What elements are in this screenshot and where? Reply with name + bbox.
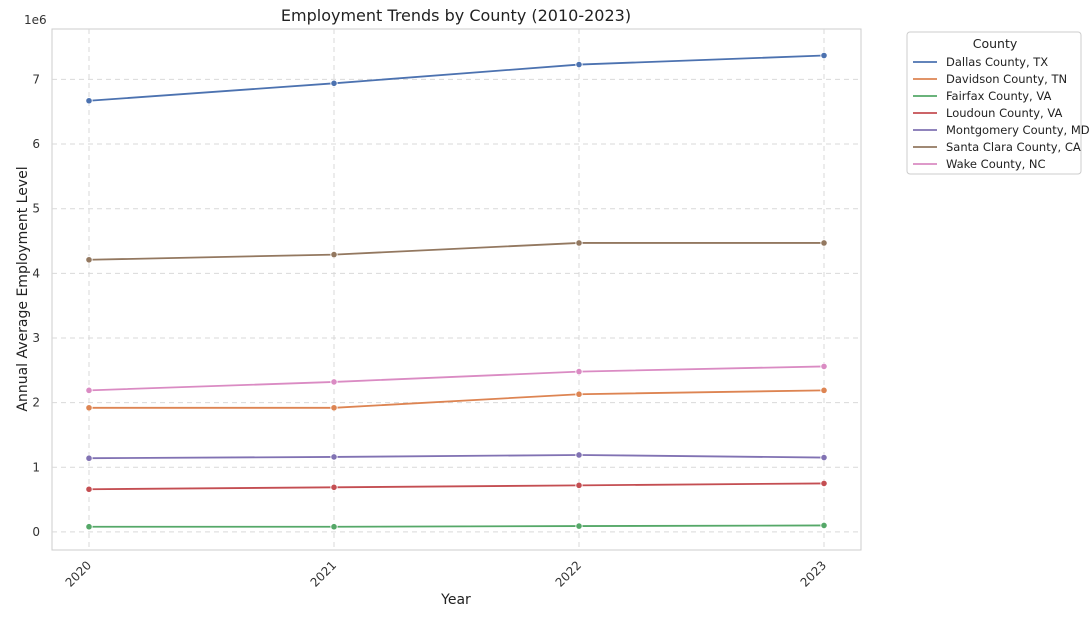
y-tick-label: 1: [32, 460, 40, 474]
data-point: [820, 453, 828, 462]
data-point: [330, 453, 338, 461]
data-point: [820, 521, 828, 530]
data-point: [85, 454, 93, 462]
legend-label: Davidson County, TN: [946, 72, 1067, 86]
series-group: [85, 386, 828, 412]
y-axis-title: Annual Average Employment Level: [15, 166, 31, 411]
data-point: [575, 481, 583, 489]
legend-label: Santa Clara County, CA: [946, 140, 1081, 154]
series-line: [88, 242, 824, 261]
chart-title: Employment Trends by County (2010-2023): [281, 6, 631, 25]
data-point: [575, 522, 583, 530]
data-point: [330, 378, 338, 386]
legend-entry: Fairfax County, VA: [913, 89, 1051, 103]
legend-entry: Santa Clara County, CA: [913, 140, 1081, 154]
series-group: [85, 479, 828, 493]
plot-area: [51, 28, 862, 551]
series-line: [89, 389, 825, 409]
data-point: [575, 60, 583, 69]
data-point: [85, 97, 93, 105]
legend-entry: Davidson County, TN: [913, 72, 1067, 86]
legend: County Dallas County, TX Davidson County,…: [906, 31, 1090, 175]
data-point: [820, 479, 828, 488]
data-point: [85, 256, 93, 264]
data-point: [330, 79, 338, 87]
y-tick-label: 3: [32, 331, 40, 345]
legend-title: County: [973, 36, 1018, 51]
data-point: [820, 239, 828, 247]
x-axis-title: Year: [440, 592, 471, 608]
legend-label: Loudoun County, VA: [946, 106, 1062, 120]
series-line: [88, 54, 825, 102]
legend-label: Dallas County, TX: [946, 55, 1048, 69]
data-point: [85, 404, 93, 412]
data-point: [85, 386, 93, 394]
series-group: [85, 239, 828, 264]
data-point: [820, 51, 828, 60]
series-line: [88, 482, 825, 491]
y-tick-label: 4: [32, 266, 40, 280]
legend-entry: Montgomery County, MD: [913, 123, 1090, 137]
series-group: [85, 362, 828, 394]
legend-label: Wake County, NC: [946, 157, 1046, 171]
x-tick-label: 2023: [798, 558, 829, 589]
y-tick-label: 6: [32, 137, 40, 151]
data-point: [575, 239, 583, 247]
x-axis-ticks: 2020 2021 2022 2023: [63, 558, 829, 589]
y-axis-ticks: 0 1 2 3 4 5 6 7: [32, 72, 40, 538]
data-point: [575, 451, 583, 459]
legend-entry: Wake County, NC: [913, 157, 1046, 171]
legend-entry: Dallas County, TX: [913, 55, 1048, 69]
legend-box: [906, 31, 1082, 175]
data-point: [330, 523, 338, 531]
y-tick-label: 7: [32, 72, 40, 86]
y-tick-label: 2: [32, 396, 40, 410]
data-point: [820, 362, 828, 371]
data-point: [575, 390, 583, 398]
legend-label: Fairfax County, VA: [946, 89, 1051, 103]
legend-items: Dallas County, TX Davidson County, TN Fair…: [913, 55, 1090, 171]
series-group: [85, 451, 828, 462]
series-line: [88, 365, 825, 392]
series-lines: [85, 51, 828, 531]
data-point: [85, 485, 93, 493]
series-line: [88, 454, 825, 460]
data-point: [820, 386, 828, 394]
data-point: [330, 483, 338, 491]
legend-entry: Loudoun County, VA: [913, 106, 1062, 120]
x-tick-label: 2021: [308, 558, 339, 589]
series-group: [85, 521, 828, 531]
series-line: [89, 524, 825, 528]
y-tick-label: 5: [32, 202, 40, 216]
series-group: [85, 51, 828, 105]
y-tick-label: 0: [32, 525, 40, 539]
grid-lines: [52, 29, 861, 550]
y-scale-multiplier-label: 1e6: [24, 13, 47, 27]
legend-label: Montgomery County, MD: [946, 123, 1090, 137]
data-point: [330, 250, 338, 259]
data-point: [85, 523, 93, 531]
x-tick-label: 2020: [63, 558, 94, 589]
data-point: [575, 367, 583, 376]
data-point: [330, 404, 338, 412]
x-tick-label: 2022: [553, 558, 584, 589]
